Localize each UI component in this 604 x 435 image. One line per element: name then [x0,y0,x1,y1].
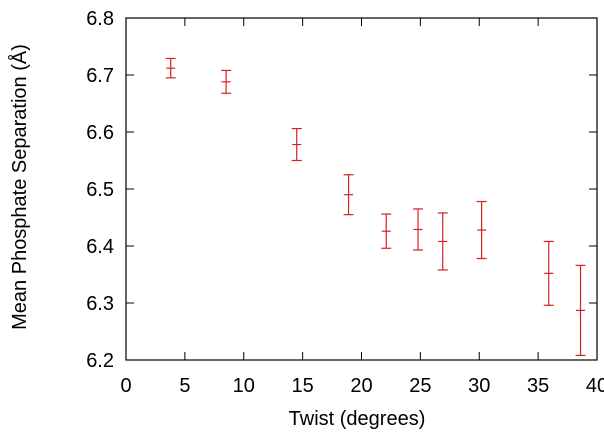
data-points [165,57,586,357]
x-tick-label: 30 [468,375,490,397]
y-tick-label: 6.2 [86,350,114,372]
x-tick-label: 20 [350,375,372,397]
data-point [165,57,176,79]
y-axis-label: Mean Phosphate Separation (Å) [8,44,31,330]
plot-frame [125,17,598,361]
y-tick-label: 6.8 [86,8,114,30]
x-tick-label: 25 [409,375,431,397]
data-point [291,127,302,162]
y-tick-label: 6.4 [86,236,114,258]
x-tick-label: 35 [527,375,549,397]
data-point [413,208,424,251]
data-point [476,200,487,260]
data-point [543,240,554,306]
data-point [575,264,586,357]
x-tick-label: 5 [179,375,190,397]
y-tick-label: 6.5 [86,179,114,201]
x-tick-label: 15 [292,375,314,397]
x-tick-label: 0 [120,375,131,397]
y-tick-label: 6.6 [86,122,114,144]
x-axis-ticks: 0 5 10 15 20 25 30 35 40 [120,18,604,397]
y-tick-label: 6.7 [86,65,114,87]
x-tick-label: 10 [233,375,255,397]
x-tick-label: 40 [586,375,604,397]
data-point [221,69,232,94]
x-axis-label: Twist (degrees) [289,408,426,430]
y-tick-label: 6.3 [86,293,114,315]
data-point [343,174,354,216]
plot-border [125,17,598,361]
y-axis-ticks: 6.2 6.3 6.4 6.5 6.6 6.7 6.8 [86,8,597,372]
data-point [437,212,448,271]
data-point [381,213,392,249]
